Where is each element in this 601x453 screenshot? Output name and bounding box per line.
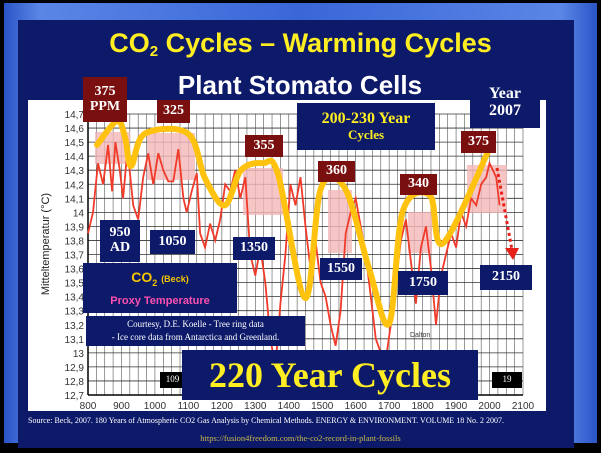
slide-subtitle: Plant Stomato Cells bbox=[177, 70, 423, 100]
legend-co2-sub: 2 bbox=[152, 277, 158, 288]
title-rest: Cycles – Warming Cycles bbox=[158, 28, 492, 58]
ppm-label-355: 355 bbox=[245, 135, 283, 157]
x-tick-label: 1000 bbox=[144, 401, 167, 412]
ppm-value: 375 bbox=[94, 83, 116, 99]
cycles-headline: 220 Year Cycles bbox=[182, 350, 478, 400]
year-value: 2150 bbox=[492, 269, 520, 285]
y-tick-label: 13,8 bbox=[65, 236, 85, 247]
hidden-label-left: 109 bbox=[160, 372, 185, 388]
y-tick-label: 12,7 bbox=[65, 391, 85, 402]
y-tick-label: 12,9 bbox=[65, 363, 85, 374]
y-tick-label: 14,3 bbox=[65, 166, 85, 177]
ppm-value: 340 bbox=[408, 176, 429, 192]
slide-title: CO2 Cycles – Warming Cycles bbox=[0, 28, 601, 60]
legend-co2-note: (Beck) bbox=[161, 274, 189, 284]
x-tick-label: 2100 bbox=[512, 401, 535, 412]
ppm-label-340: 340 bbox=[400, 174, 437, 195]
series-lines bbox=[87, 118, 501, 368]
proxy-temperature-line bbox=[87, 141, 501, 368]
y-tick-label: 13,4 bbox=[65, 293, 85, 304]
y-tick-label: 13,5 bbox=[65, 279, 85, 290]
year-label-950: 950 AD bbox=[100, 220, 140, 262]
dalton-minimum-note: Dalton bbox=[410, 332, 431, 339]
year-label-1050: 1050 bbox=[150, 230, 195, 254]
y-tick-label: 14,5 bbox=[65, 138, 85, 149]
x-tick-label: 1900 bbox=[445, 401, 468, 412]
y-tick-label: 13,9 bbox=[65, 222, 85, 233]
cycles-callout: 200-230 Year Cycles bbox=[297, 103, 435, 150]
legend: CO2 (Beck) Proxy Temperature bbox=[83, 263, 237, 313]
year-value: 1050 bbox=[158, 233, 187, 249]
ppm-value: 360 bbox=[326, 163, 347, 179]
y-tick-label: 14 bbox=[73, 208, 85, 219]
source-citation: Source: Beck, 2007. 180 Years of Atmosph… bbox=[22, 411, 546, 430]
year-label-2150: 2150 bbox=[480, 265, 532, 290]
x-tick-label: 1800 bbox=[411, 401, 434, 412]
x-tick-label: 1300 bbox=[244, 401, 267, 412]
year-value: 1550 bbox=[327, 260, 355, 276]
year-number: 2007 bbox=[489, 102, 521, 119]
year-value: 1350 bbox=[240, 240, 268, 256]
year-label-1750: 1750 bbox=[398, 271, 448, 295]
x-tick-label: 1700 bbox=[378, 401, 401, 412]
ppm-value: 325 bbox=[163, 103, 184, 119]
co2-beck-line bbox=[94, 118, 493, 328]
arrow-head-icon bbox=[505, 248, 519, 260]
ppm-unit: PPM bbox=[89, 98, 121, 114]
source-url[interactable]: https://fusion4freedom.com/the-co2-recor… bbox=[200, 433, 401, 443]
ppm-label-375: 375 bbox=[461, 131, 496, 153]
x-tick-label: 1600 bbox=[345, 401, 368, 412]
y-tick-label: 13,6 bbox=[65, 265, 85, 276]
year-value: 950 bbox=[109, 225, 131, 241]
title-sub: 2 bbox=[149, 43, 159, 60]
y-tick-label: 14,4 bbox=[65, 152, 85, 163]
cycles-line2: Cycles bbox=[347, 127, 385, 143]
shade-peak bbox=[147, 133, 195, 180]
legend-co2-text: CO bbox=[131, 269, 153, 285]
y-tick-label: 13,2 bbox=[65, 321, 85, 332]
x-tick-label: 1100 bbox=[178, 401, 200, 412]
x-tick-label: 800 bbox=[80, 401, 97, 412]
cycles-line1: 200-230 Year bbox=[321, 110, 411, 128]
year-word: Year bbox=[489, 85, 521, 103]
legend-proxy-temperature: Proxy Temperature bbox=[110, 295, 210, 307]
courtesy-note: Courtesy, D.E. Koelle - Tree ring data - … bbox=[86, 316, 305, 346]
legend-co2: CO2 (Beck) bbox=[83, 269, 237, 288]
year-era: AD bbox=[109, 240, 131, 255]
y-tick-label: 12,8 bbox=[65, 377, 85, 388]
y-tick-label: 14,2 bbox=[65, 180, 85, 191]
y-tick-label: 14,6 bbox=[65, 124, 85, 135]
y-tick-label: 14,1 bbox=[65, 194, 85, 205]
y-tick-label: 13,1 bbox=[65, 335, 85, 346]
ppm-label-325: 325 bbox=[157, 100, 190, 123]
x-tick-label: 900 bbox=[113, 401, 130, 412]
year-label-1550: 1550 bbox=[320, 258, 362, 280]
y-tick-label: 13,3 bbox=[65, 307, 85, 318]
x-tick-label: 2000 bbox=[478, 401, 501, 412]
y-tick-label: 13 bbox=[73, 349, 85, 360]
x-tick-label: 1400 bbox=[278, 401, 301, 412]
ppm-label-360: 360 bbox=[318, 161, 355, 182]
year-2007-label: Year 2007 bbox=[470, 78, 540, 128]
title-co: CO bbox=[109, 28, 150, 58]
ppm-value: 375 bbox=[468, 133, 489, 149]
x-tick-label: 1500 bbox=[311, 401, 334, 412]
ppm-label-375-ppm: 375 PPM bbox=[83, 77, 127, 122]
ppm-value: 355 bbox=[253, 137, 275, 153]
year-value: 1750 bbox=[409, 274, 437, 290]
hidden-label-right: 19 bbox=[492, 372, 522, 388]
forecast-arrow bbox=[495, 167, 519, 260]
courtesy-line1: Courtesy, D.E. Koelle - Tree ring data bbox=[127, 319, 264, 329]
courtesy-line2: - Ice core data from Antarctica and Gree… bbox=[111, 332, 280, 342]
year-label-1350: 1350 bbox=[233, 237, 275, 260]
y-tick-label: 13,7 bbox=[65, 251, 85, 262]
x-tick-label: 1200 bbox=[211, 401, 234, 412]
y-tick-label: 14,7 bbox=[65, 110, 85, 121]
